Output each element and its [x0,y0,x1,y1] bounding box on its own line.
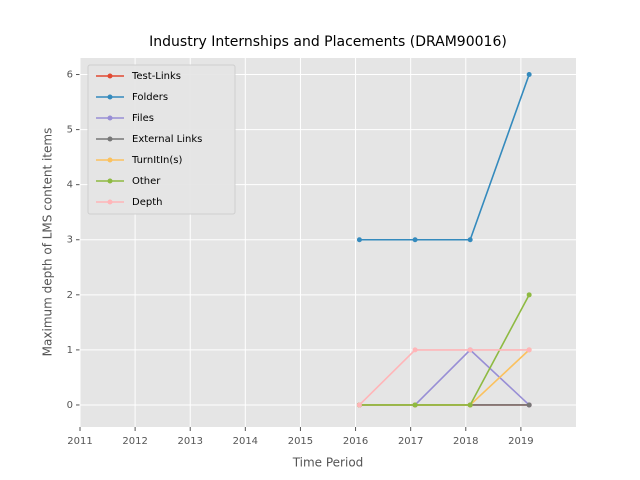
point [412,237,418,243]
y-tick-label: 1 [67,345,73,356]
y-axis-label: Maximum depth of LMS content items [41,128,55,357]
x-tick-label: 2017 [398,436,423,447]
series-line [359,74,530,241]
legend-label: External Links [132,134,202,145]
point [467,237,473,243]
x-tick-label: 2014 [233,436,258,447]
legend-box [87,64,236,215]
legend-marker [107,136,113,142]
legend-label: Test-Links [131,71,181,82]
point [467,402,473,408]
x-tick-label: 2012 [122,436,147,447]
x-axis-label: Time Period [292,456,364,470]
x-tick-label: 2016 [343,436,368,447]
point [412,347,418,353]
y-tick-label: 0 [67,400,73,411]
point [526,347,532,353]
point [526,72,532,78]
y-tick-label: 4 [67,180,73,191]
point [467,347,473,353]
legend-marker [107,199,113,205]
x-tick-label: 2019 [508,436,533,447]
legend-label: Depth [132,197,162,208]
legend-label: Files [132,113,154,124]
y-tick-label: 5 [67,125,73,136]
point [412,402,418,408]
x-tick-label: 2011 [67,436,92,447]
series-line [358,349,530,406]
point [526,402,532,408]
chart-title: Industry Internships and Placements (DRA… [149,34,507,50]
legend-label: TurnItIn(s) [131,155,182,166]
x-tick-label: 2015 [288,436,313,447]
legend-marker [107,94,113,100]
x-tick-label: 2018 [453,436,478,447]
legend-marker [107,178,113,184]
point [526,292,532,298]
point [356,237,362,243]
y-tick-label: 3 [67,235,73,246]
legend-marker [107,157,113,163]
legend-label: Other [132,176,161,187]
y-tick-label: 6 [67,70,73,81]
y-tick-label: 2 [67,290,73,301]
legend-label: Folders [132,92,168,103]
point [356,402,362,408]
legend-marker [107,73,113,79]
x-tick-label: 2013 [177,436,202,447]
legend-marker [107,115,113,121]
